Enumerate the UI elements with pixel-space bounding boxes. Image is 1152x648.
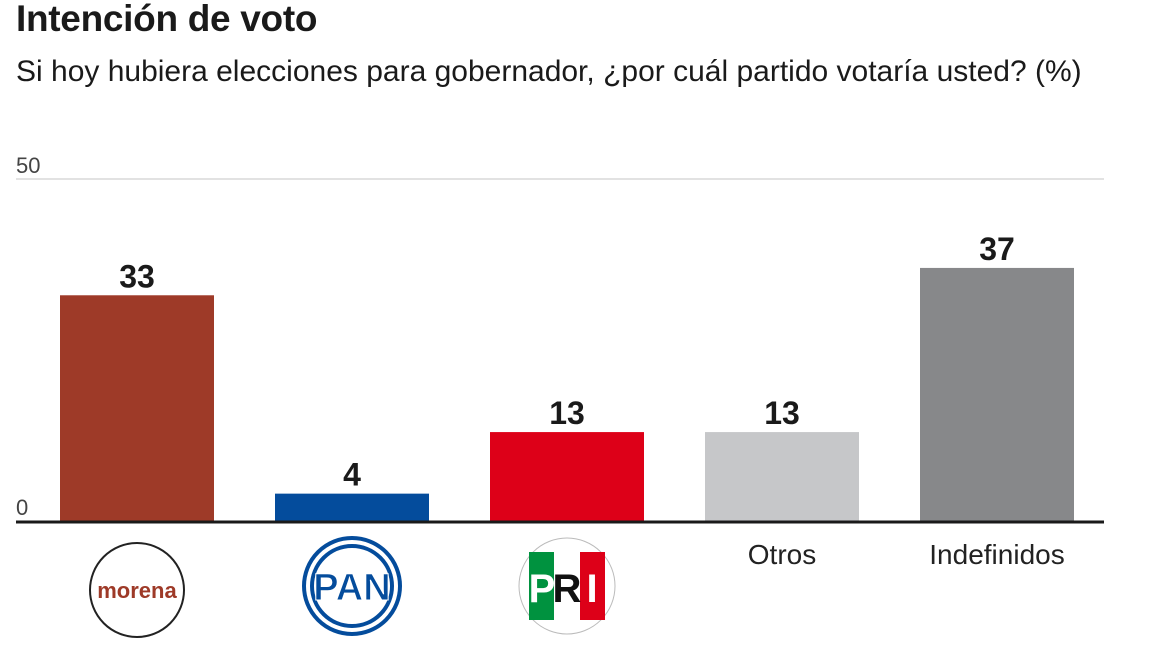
morena-logo-icon [89,542,185,638]
pri-logo-stripe-red [580,552,605,620]
pan-logo-inner-ring [310,544,394,628]
bar-pan [275,493,429,521]
pri-logo-stripe-white [554,552,580,620]
bar-indefinidos [920,267,1074,521]
bar-otros [705,432,859,521]
pan-logo-text: PAN [313,567,390,609]
morena-logo-text: morena [97,578,177,603]
y-tick-label-max: 50 [16,153,40,178]
bar-morena [60,295,214,521]
bar-pri [490,432,644,521]
chart-title: Intención de voto [16,0,318,39]
pri-logo-letter-r: R [553,567,582,611]
pri-logo-stripe-green [529,552,554,620]
y-tick-label-min: 0 [16,495,28,520]
category-label-otros: Otros [748,539,816,570]
pri-logo-letter-i: I [586,567,597,611]
pri-logo-letter-p: P [529,567,556,611]
value-label-pan: 4 [343,457,361,493]
value-label-pri: 13 [549,395,585,431]
value-label-otros: 13 [764,395,800,431]
chart-subtitle: Si hoy hubiera elecciones para gobernado… [16,55,1082,88]
value-label-indefinidos: 37 [979,231,1015,267]
category-label-indefinidos: Indefinidos [929,539,1064,570]
value-label-morena: 33 [119,258,155,294]
